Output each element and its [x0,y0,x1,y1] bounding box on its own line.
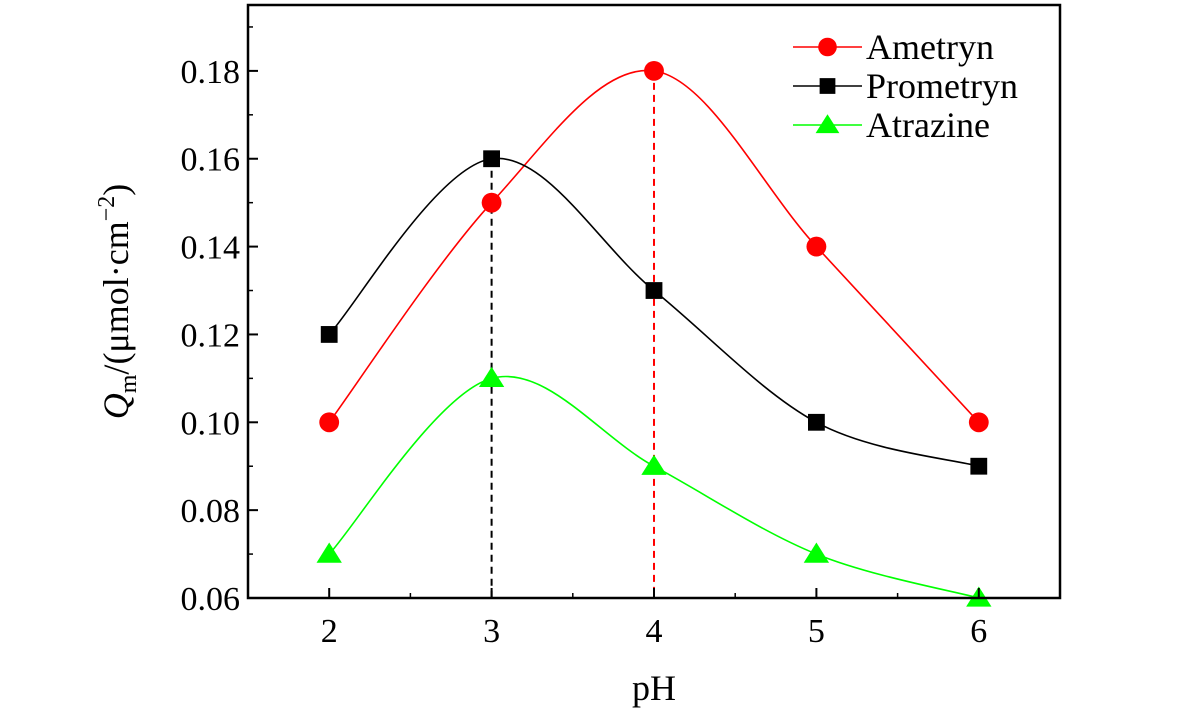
data-point-ametryn [806,236,827,257]
y-tick-label: 0.18 [181,54,241,91]
data-point-ametryn [644,60,664,81]
x-tick-label: 6 [970,613,987,650]
y-tick-label: 0.10 [181,405,241,442]
y-tick-label: 0.14 [181,230,241,267]
data-point-prometryn [645,282,663,299]
data-point-atrazine [641,454,667,475]
y-axis-unit-close: ) [96,184,136,196]
x-tick-label: 2 [321,613,338,650]
y-tick-label: 0.08 [181,493,241,530]
x-tick-label: 5 [808,613,825,650]
data-point-atrazine [316,542,342,563]
y-axis-unit-exponent: −2 [94,196,120,222]
y-axis-symbol: Q [96,393,136,419]
legend-label-ametryn: Ametryn [866,27,994,67]
data-point-prometryn [483,150,500,168]
plot-area [316,60,992,607]
y-tick-label: 0.06 [181,581,241,618]
data-point-ametryn [319,412,340,433]
legend-marker-prometryn [819,78,836,94]
x-axis-title: pH [632,668,676,708]
x-tick-label: 3 [483,613,500,650]
data-point-ametryn [481,192,502,213]
data-point-ametryn [968,412,989,433]
y-axis-title: Qm/(μmol·cm−2) [94,184,142,419]
legend-marker-ametryn [818,37,837,57]
data-point-prometryn [970,457,988,475]
y-axis-subscript: m [116,374,142,393]
data-point-prometryn [808,413,825,431]
legend-marker-atrazine [815,114,840,134]
legend-label-atrazine: Atrazine [866,105,990,145]
legend-label-prometryn: Prometryn [866,66,1018,106]
x-tick-label: 4 [646,613,663,650]
y-tick-label: 0.16 [181,142,241,179]
y-axis-unit: /(μmol·cm [96,221,136,374]
axis-ticks: 2 3 4 5 6 0.06 0.08 0.10 0.12 0.14 0.16 0.18 [181,26,987,650]
series-line-atrazine [328,375,980,598]
y-tick-label: 0.12 [181,317,241,354]
data-point-atrazine [478,366,505,388]
data-point-atrazine [803,542,830,563]
data-point-prometryn [320,326,338,343]
